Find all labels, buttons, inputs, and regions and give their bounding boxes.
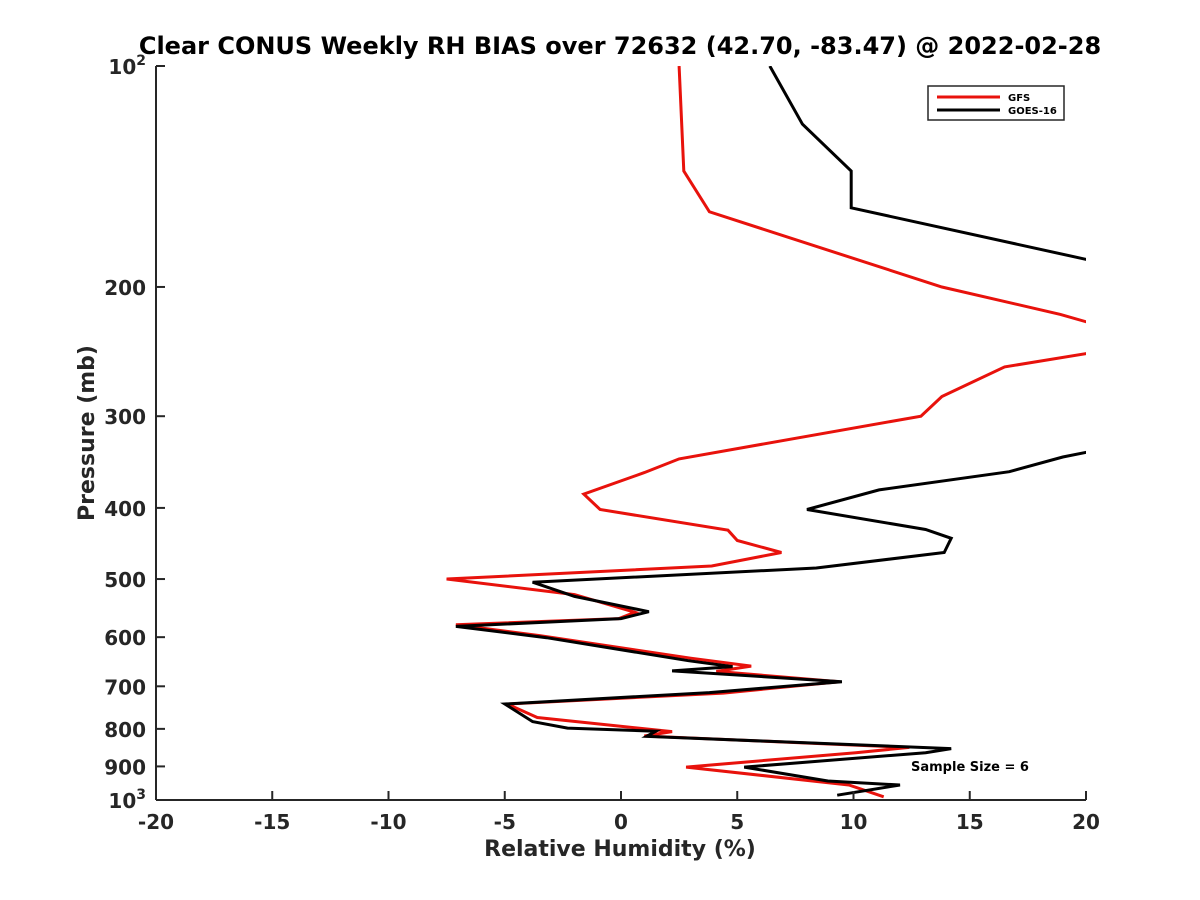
y-tick-label: 103 — [108, 787, 146, 813]
y-axis-label: Pressure (mb) — [75, 345, 100, 521]
legend: GFS GOES-16 — [927, 85, 1065, 121]
gfs-series-line-segment-1 — [677, 66, 1086, 324]
y-tick-label: 200 — [104, 276, 146, 300]
sample-size-annotation: Sample Size = 6 — [911, 760, 1029, 775]
x-tick-label: 20 — [1072, 810, 1100, 834]
y-tick-label: 500 — [104, 568, 146, 592]
axes: -20 -15 -10 -5 0 5 10 15 20 102 200 300 400 500 600 700… — [104, 53, 1100, 834]
x-axis-label: Relative Humidity (%) — [484, 837, 756, 862]
y-tick-label: 700 — [104, 675, 146, 699]
y-tick-label: 102 — [108, 53, 146, 79]
y-tick-label: 600 — [104, 626, 146, 650]
x-tick-label: 5 — [730, 810, 744, 834]
chart-title: Clear CONUS Weekly RH BIAS over 72632 (4… — [139, 32, 1101, 60]
x-tick-label: -15 — [254, 810, 290, 834]
goes-16-series-line-segment-1 — [768, 66, 1086, 261]
goes-16-series-line-segment-2 — [455, 450, 1086, 797]
legend-label-goes-16: GOES-16 — [1008, 106, 1057, 117]
x-tick-label: 15 — [956, 810, 984, 834]
y-tick-label: 800 — [104, 718, 146, 742]
x-tick-label: 10 — [840, 810, 868, 834]
legend-label-gfs: GFS — [1008, 93, 1030, 104]
x-tick-label: -10 — [370, 810, 406, 834]
y-tick-label: 400 — [104, 497, 146, 521]
y-tick-label: 900 — [104, 755, 146, 779]
plot-area — [446, 66, 1086, 799]
y-tick-label: 300 — [104, 405, 146, 429]
legend-box — [927, 85, 1065, 121]
x-tick-label: 0 — [614, 810, 628, 834]
x-tick-label: -20 — [138, 810, 174, 834]
x-tick-label: -5 — [494, 810, 516, 834]
